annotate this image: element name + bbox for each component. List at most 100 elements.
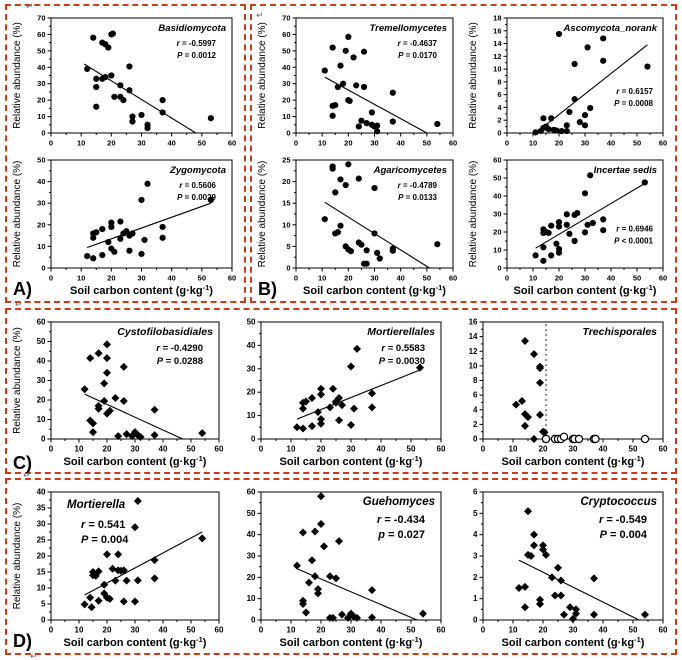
- svg-text:0: 0: [41, 435, 46, 444]
- svg-text:P < 0.0001: P < 0.0001: [614, 236, 653, 245]
- x-axis: 0 10 20 30 40 50 60: [505, 268, 667, 283]
- svg-text:60: 60: [228, 139, 236, 148]
- svg-text:10: 10: [509, 445, 518, 454]
- y-axis-label: Relative abundance (%): [468, 22, 479, 129]
- x-axis-label: Soil carbon content (g·kg-1): [514, 283, 657, 297]
- svg-text:40: 40: [37, 63, 45, 72]
- svg-text:0: 0: [497, 129, 501, 138]
- chart-title: Cryptococcus: [580, 496, 657, 508]
- svg-text:5: 5: [41, 600, 46, 609]
- svg-text:60: 60: [659, 626, 668, 635]
- svg-text:60: 60: [437, 626, 446, 635]
- svg-text:r = 0.6946: r = 0.6946: [616, 224, 653, 233]
- svg-text:10: 10: [529, 139, 537, 148]
- panel-label-d: D): [13, 631, 32, 651]
- chart-mortierella: 0 10 20 30 40 50 60 0 5 10 15 20 25 30 35 40 Mortierella…: [9, 482, 231, 651]
- svg-text:10: 10: [509, 626, 518, 635]
- svg-text:30: 30: [569, 626, 578, 635]
- chart-ascomycota-norank: 0 10 20 30 40 50 60 0 2 4 6 8 10 12 14 16 18 Ascomycota_n…: [465, 8, 675, 150]
- stats-text: r = -0.4290 P = 0.0288: [156, 343, 203, 367]
- svg-text:0: 0: [497, 264, 501, 273]
- y-axis-label: Relative abundance (%): [12, 327, 23, 434]
- svg-text:0: 0: [294, 274, 298, 283]
- svg-text:10: 10: [282, 220, 290, 229]
- svg-text:30: 30: [137, 139, 145, 148]
- svg-text:r = 0.5583: r = 0.5583: [381, 343, 425, 354]
- x-axis: 0 10 20 30 40 50 60: [294, 133, 457, 148]
- svg-text:P = 0.0288: P = 0.0288: [157, 356, 203, 367]
- svg-text:5: 5: [286, 242, 290, 251]
- svg-text:50: 50: [198, 274, 206, 283]
- svg-text:50: 50: [493, 174, 501, 183]
- svg-text:30: 30: [37, 199, 45, 208]
- svg-text:30: 30: [370, 139, 378, 148]
- svg-text:3: 3: [473, 552, 478, 561]
- svg-text:20: 20: [37, 96, 45, 105]
- chart-title: Basidiomycota: [158, 23, 226, 34]
- svg-text:20: 20: [493, 228, 501, 237]
- x-axis: 0 10 20 30 40 50 60: [49, 268, 236, 283]
- svg-text:50: 50: [633, 139, 641, 148]
- svg-text:0: 0: [481, 626, 486, 635]
- svg-text:0: 0: [473, 616, 478, 625]
- svg-text:10: 10: [529, 274, 537, 283]
- svg-text:5: 5: [473, 509, 478, 518]
- chart-basidiomycota: 0 10 20 30 40 50 60 0 10 20 30 40 50 60 70 Basidiomycot…: [9, 8, 244, 150]
- data-points: [80, 340, 207, 442]
- svg-text:40: 40: [37, 357, 46, 366]
- y-axis: 0 10 20 30 40 50: [37, 156, 51, 273]
- panel-a: 0 10 20 30 40 50 60 0 10 20 30 40 50 60 70 Basidiomycot…: [5, 4, 246, 303]
- svg-text:30: 30: [581, 139, 589, 148]
- svg-text:0: 0: [505, 139, 509, 148]
- panel-b: 0 10 20 30 40 50 60 0 10 20 30 40 50 60 70 Tremellomyce…: [250, 4, 677, 303]
- svg-text:70: 70: [37, 14, 45, 23]
- scatter-plot-svg: 0 10 20 30 40 50 60 0 10 20 30 40 50 Mortierellales r …: [247, 318, 446, 469]
- svg-text:10: 10: [318, 274, 326, 283]
- plot-frame: [482, 321, 664, 440]
- svg-text:40: 40: [167, 139, 175, 148]
- svg-text:10: 10: [469, 361, 478, 370]
- chart-title: Guehomyces: [363, 496, 435, 508]
- svg-text:r = -0.4637: r = -0.4637: [398, 39, 438, 48]
- stats-text: r = 0.5583 P = 0.0030: [379, 343, 425, 367]
- plot-frame: [506, 159, 664, 269]
- svg-text:50: 50: [187, 445, 196, 454]
- svg-text:40: 40: [396, 139, 404, 148]
- chart-title: Incertae sedis: [594, 165, 657, 176]
- svg-text:12: 12: [493, 52, 501, 61]
- data-points: [84, 30, 214, 132]
- svg-text:10: 10: [37, 415, 46, 424]
- svg-text:10: 10: [75, 626, 84, 635]
- svg-text:50: 50: [407, 626, 416, 635]
- panel-label-b: B): [258, 279, 277, 299]
- svg-text:20: 20: [344, 274, 352, 283]
- svg-text:25: 25: [282, 156, 290, 165]
- data-points: [512, 337, 549, 443]
- x-axis: 0 10 20 30 40 50 60: [259, 620, 446, 635]
- svg-text:30: 30: [282, 79, 290, 88]
- svg-text:r = 0.6157: r = 0.6157: [616, 87, 653, 96]
- svg-text:30: 30: [347, 626, 356, 635]
- data-points: [80, 496, 207, 612]
- y-axis: 0 2 4 6 8 10 12 14 16: [469, 318, 483, 444]
- svg-text:1: 1: [473, 594, 478, 603]
- svg-text:0: 0: [286, 129, 290, 138]
- svg-text:0: 0: [294, 139, 298, 148]
- x-axis: 0 10 20 30 40 50 60: [49, 439, 224, 454]
- stats-text: r = -0.4789 P = 0.0133: [398, 181, 438, 202]
- y-axis: 0 5 10 15 20 25: [282, 156, 296, 273]
- chart-cryptococcus: 0 10 20 30 40 50 60 0 1 2 3 4 5 6 Cryptococcus r = -0.5…: [453, 482, 675, 651]
- svg-text:30: 30: [493, 210, 501, 219]
- svg-text:40: 40: [247, 530, 256, 539]
- svg-text:10: 10: [247, 594, 256, 603]
- svg-text:15: 15: [282, 199, 290, 208]
- svg-text:0: 0: [49, 626, 54, 635]
- svg-text:50: 50: [37, 156, 45, 165]
- svg-text:30: 30: [581, 274, 589, 283]
- svg-text:14: 14: [469, 332, 478, 341]
- svg-text:30: 30: [131, 445, 140, 454]
- svg-text:40: 40: [282, 63, 290, 72]
- svg-text:r = -0.4789: r = -0.4789: [398, 181, 438, 190]
- y-axis: 0 10 20 30 40 50 60 70: [37, 14, 51, 138]
- svg-text:0: 0: [505, 274, 509, 283]
